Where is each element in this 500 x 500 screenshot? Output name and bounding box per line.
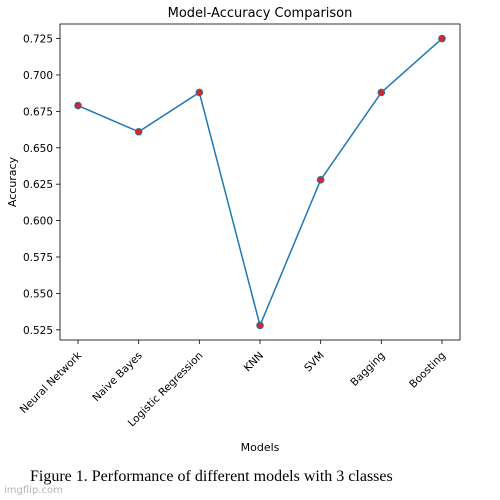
y-tick-label: 0.600 [23,216,53,228]
data-point [316,176,325,184]
y-tick-label: 0.725 [23,34,53,46]
figure-caption: Figure 1. Performance of different model… [30,468,393,485]
data-point [134,127,143,136]
y-tick-label: 0.550 [23,288,53,300]
x-tick-label: Neural Network [18,349,85,416]
x-tick-label: Naive Bayes [90,350,144,404]
y-tick-label: 0.575 [23,252,53,264]
x-tick-label: SVM [302,350,327,375]
data-markers [74,34,446,330]
y-tick-label: 0.675 [23,106,53,118]
accuracy-series-line [77,38,443,328]
data-point [74,101,82,110]
x-tick-label: Boosting [407,350,448,391]
y-axis-label: Accuracy [6,156,19,207]
y-tick-label: 0.650 [23,143,53,155]
x-tick-label: KNN [242,350,266,374]
y-axis: 0.525 0.550 0.575 0.600 0.625 0.650 0.675 0.700… [23,34,60,337]
y-tick-label: 0.525 [23,325,53,337]
x-axis-label: Models [241,441,280,454]
x-tick-label: Bagging [348,350,387,389]
data-point [256,321,264,330]
y-tick-label: 0.625 [23,179,53,191]
data-point [195,88,204,97]
y-tick-label: 0.700 [23,70,53,82]
watermark: imgflip.com [4,485,63,496]
data-point [438,34,446,43]
chart-title: Model-Accuracy Comparison [168,6,353,21]
data-point [377,88,386,97]
plot-area [59,23,461,341]
